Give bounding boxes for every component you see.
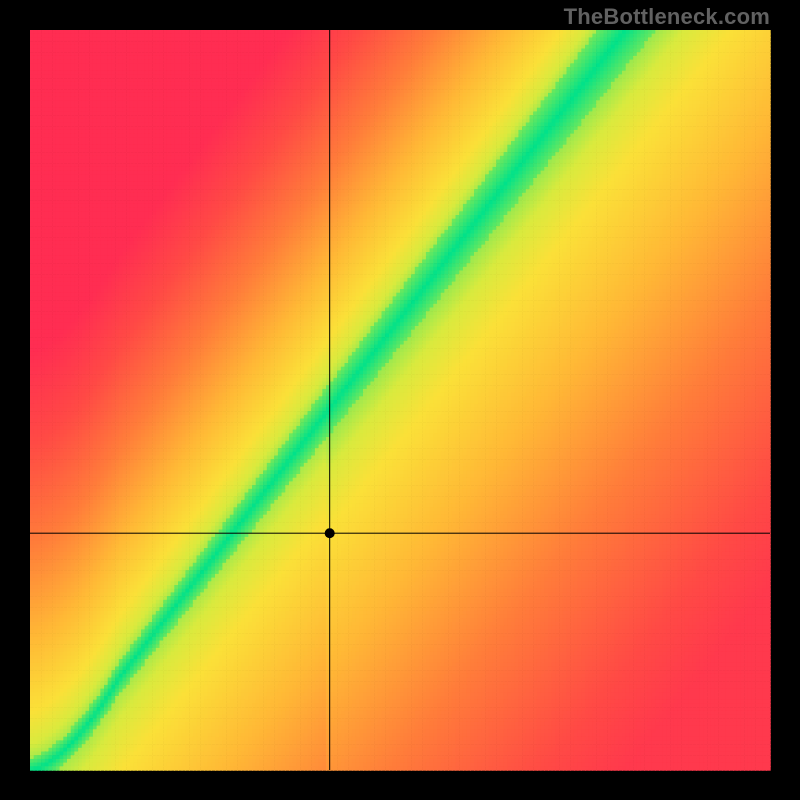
chart-container: TheBottleneck.com [0, 0, 800, 800]
bottleneck-heatmap [0, 0, 800, 800]
watermark-text: TheBottleneck.com [564, 4, 770, 30]
